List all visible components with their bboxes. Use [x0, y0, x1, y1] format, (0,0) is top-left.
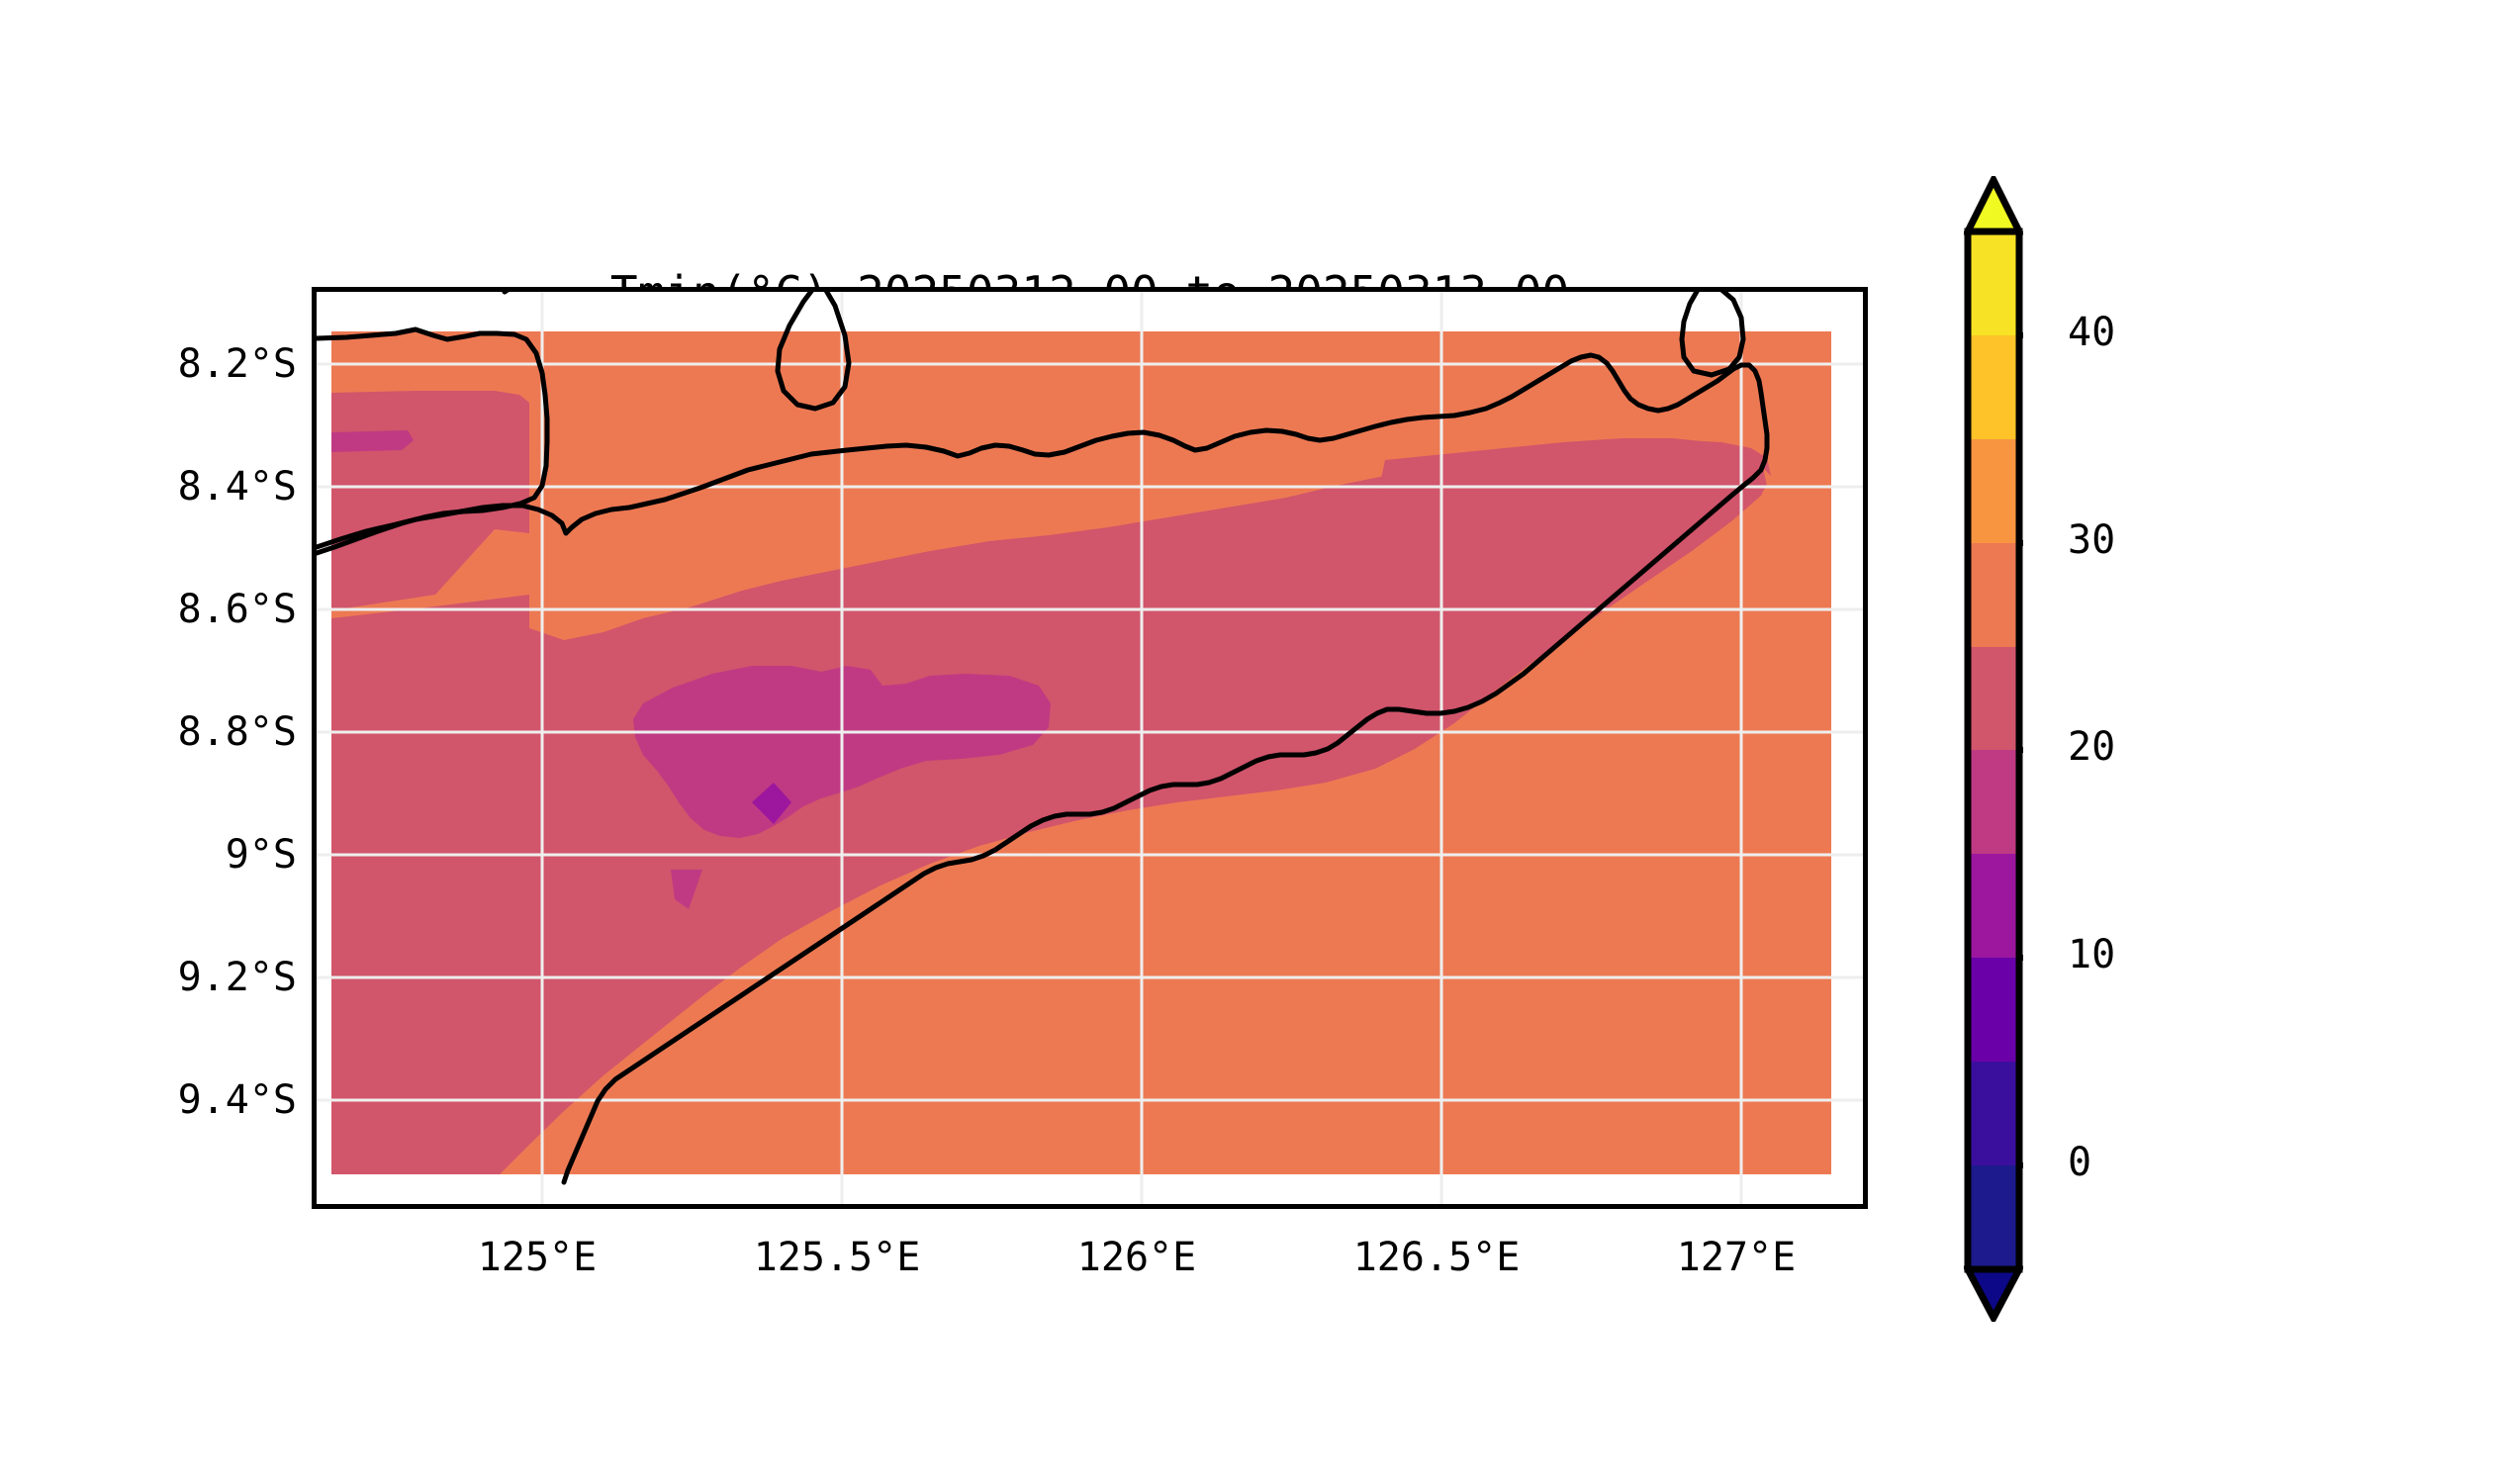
colorbar-band-20-25 [1968, 647, 2019, 750]
map-plot-svg [317, 292, 1863, 1204]
colorbar-label-40: 40 [2068, 310, 2116, 355]
colorbar-extend-under [1964, 1265, 2023, 1322]
xtick-label-127E: 127°E [1676, 1235, 1797, 1280]
colorbar-band-10-15 [1968, 854, 2019, 958]
colorbar-bands [1968, 232, 2019, 1269]
coastline-group [317, 292, 1770, 1185]
xtick-label-126E: 126°E [1076, 1235, 1197, 1280]
colorbar[interactable] [1964, 176, 2023, 1322]
colorbar-label-30: 30 [2068, 517, 2116, 563]
xtick-label-125.5E: 125.5°E [753, 1235, 921, 1280]
ytick-label-9.2S: 9.2°S [177, 955, 297, 1000]
colorbar-band-30-35 [1968, 439, 2019, 543]
coastline-island-northeast [1679, 292, 1746, 378]
contour-fill-group [331, 331, 1831, 1174]
contour-band-25-30-coastal-strip [500, 468, 1771, 1174]
colorbar-band-40-45 [1968, 232, 2019, 335]
gridlines-group [317, 292, 1863, 1204]
ytick-label-8.8S: 8.8°S [177, 709, 297, 755]
xtick-label-126.5E: 126.5°E [1352, 1235, 1521, 1280]
colorbar-label-20: 20 [2068, 724, 2116, 770]
colorbar-band-5-10 [1968, 958, 2019, 1062]
coastline-island-teardrop [775, 292, 852, 412]
ytick-label-8.2S: 8.2°S [177, 341, 297, 387]
colorbar-svg [1964, 176, 2023, 1322]
ytick-label-8.4S: 8.4°S [177, 464, 297, 510]
xtick-label-125E: 125°E [477, 1235, 598, 1280]
colorbar-band-15-20 [1968, 750, 2019, 854]
ytick-label-8.6S: 8.6°S [177, 587, 297, 632]
colorbar-band-35-40 [1968, 335, 2019, 439]
colorbar-band-0-5 [1968, 1062, 2019, 1165]
colorbar-extend-over [1964, 176, 2023, 235]
colorbar-label-0: 0 [2068, 1140, 2092, 1185]
contour-band-15-20-wedge [671, 870, 702, 909]
map-axes[interactable] [312, 287, 1868, 1209]
colorbar-band-25-30 [1968, 543, 2019, 647]
colorbar-label-10: 10 [2068, 932, 2116, 977]
ytick-label-9.4S: 9.4°S [177, 1077, 297, 1123]
contour-band-15-20-sliver [331, 430, 414, 452]
contour-band-10-15-minimum [752, 783, 791, 824]
ytick-label-9S: 9°S [225, 832, 297, 878]
contour-band-25-30-south [529, 476, 1831, 1174]
colorbar-band-minus5-0 [1968, 1165, 2019, 1269]
coastline-timor-main [317, 352, 1770, 1185]
